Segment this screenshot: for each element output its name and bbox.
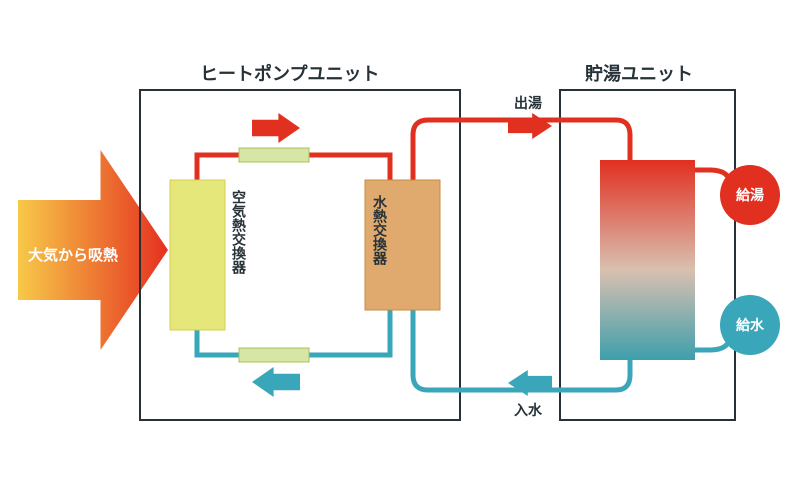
inlet-label: 大気から吸熱 xyxy=(28,244,118,265)
in-label: 入水 xyxy=(514,400,542,420)
air-exchanger-label: 空気熱交換器 xyxy=(229,190,249,274)
arrow-cycle-bottom xyxy=(252,367,300,397)
arrow-cycle-top xyxy=(252,113,300,143)
out-label: 出湯 xyxy=(514,93,542,113)
bar-bottom xyxy=(239,348,309,362)
circle-hot-label: 給湯 xyxy=(736,187,764,203)
bar-top xyxy=(239,148,309,162)
tank-rect xyxy=(600,160,695,360)
arrow-out-hot xyxy=(508,113,552,139)
tank-title: 貯湯ユニット xyxy=(585,60,693,86)
circle-cold-label: 給水 xyxy=(736,317,765,333)
heatpump-title: ヒートポンプユニット xyxy=(200,60,379,86)
air-exchanger xyxy=(170,180,225,330)
diagram-canvas: 給湯給水 ヒートポンプユニット 貯湯ユニット大気から吸熱 空気熱交換器 水熱交換器 出湯… xyxy=(0,0,800,500)
water-exchanger-label: 水熱交換器 xyxy=(370,195,390,265)
